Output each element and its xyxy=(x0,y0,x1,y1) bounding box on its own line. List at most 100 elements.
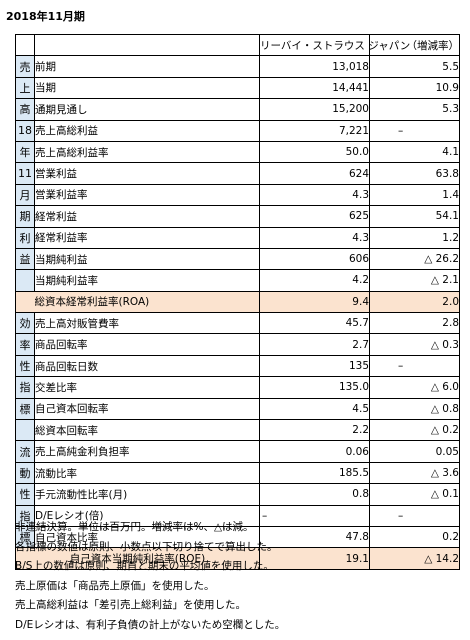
table-row: 益 当期純利益 606 △ 26.2 xyxy=(15,247,460,271)
section-char: 高 xyxy=(15,98,35,121)
section-char: 期 xyxy=(15,205,35,228)
table-header-row: リーバイ・ストラウス ジャパン （増減率） xyxy=(15,33,460,57)
section-char: 動 xyxy=(15,461,35,485)
row-change: △ 6.0 xyxy=(369,376,460,399)
table-row: 動 流動比率 185.5 △ 3.6 xyxy=(15,461,460,485)
footnote: 非連結決算。単位は百万円。増減率は%、△は減。 xyxy=(15,521,254,533)
row-change: △ 2.1 xyxy=(369,269,460,292)
row-change: 1.2 xyxy=(369,226,460,249)
table-row: 当期純利益率 4.2 △ 2.1 xyxy=(15,269,460,292)
row-label: D/Eレシオ(倍) xyxy=(34,504,260,527)
row-value: 45.7 xyxy=(259,312,370,335)
section-char: 売 xyxy=(15,55,35,78)
row-change: 10.9 xyxy=(369,76,460,100)
table-row: 高 通期見通し 15,200 5.3 xyxy=(15,98,460,121)
table-row: 18 売上高総利益 7,221 – xyxy=(15,119,460,142)
row-value: 2.2 xyxy=(259,419,370,442)
header-blank-cell xyxy=(15,33,35,57)
section-char: 流 xyxy=(15,440,35,463)
section-char: 率 xyxy=(15,333,35,356)
footnote: B/S上の数値は原則、期首と期末の平均値を使用した。 xyxy=(15,560,274,572)
section-char: 性 xyxy=(15,354,35,378)
section-char: 益 xyxy=(15,247,35,271)
section-char: 利 xyxy=(15,226,35,249)
roa-blank-cell xyxy=(15,290,35,314)
row-value: 14,441 xyxy=(259,76,370,100)
row-label: 当期 xyxy=(34,76,260,100)
row-value: 624 xyxy=(259,162,370,185)
table-row: 指 交差比率 135.0 △ 6.0 xyxy=(15,376,460,399)
row-value: 185.5 xyxy=(259,461,370,485)
row-change: – xyxy=(369,119,460,142)
section-char: 効 xyxy=(15,312,35,335)
row-value: 4.3 xyxy=(259,226,370,249)
roe-value: 19.1 xyxy=(259,547,370,570)
table-row: 性 商品回転日数 135 – xyxy=(15,354,460,378)
row-change: △ 0.2 xyxy=(369,419,460,442)
roa-value: 9.4 xyxy=(259,290,370,314)
row-value: 135.0 xyxy=(259,376,370,399)
row-value: 50.0 xyxy=(259,140,370,164)
row-value: 625 xyxy=(259,205,370,228)
header-label-cell xyxy=(34,33,260,57)
row-value: 4.3 xyxy=(259,183,370,207)
row-label: 当期純利益率 xyxy=(34,269,260,292)
table-row: 年 売上高総利益率 50.0 4.1 xyxy=(15,140,460,164)
row-change: 54.1 xyxy=(369,205,460,228)
row-label: 商品回転日数 xyxy=(34,354,260,378)
table-row: 11 営業利益 624 63.8 xyxy=(15,162,460,185)
row-change: 63.8 xyxy=(369,162,460,185)
row-change: 0.05 xyxy=(369,440,460,463)
table-row: 月 営業利益率 4.3 1.4 xyxy=(15,183,460,207)
table-row: 期 経常利益 625 54.1 xyxy=(15,205,460,228)
table-row: 上 当期 14,441 10.9 xyxy=(15,76,460,100)
row-change: 2.8 xyxy=(369,312,460,335)
section-char: 指 xyxy=(15,504,35,527)
row-label: 交差比率 xyxy=(34,376,260,399)
section-char: 年 xyxy=(15,140,35,164)
row-value: 0.06 xyxy=(259,440,370,463)
financial-table: リーバイ・ストラウス ジャパン （増減率） 売 前期 13,018 5.5 上 … xyxy=(15,33,460,570)
section-char: 標 xyxy=(15,397,35,421)
table-row: 利 経常利益率 4.3 1.2 xyxy=(15,226,460,249)
row-change: – xyxy=(369,504,460,527)
footnote: D/Eレシオは、有利子負債の計上がないため空欄とした。 xyxy=(15,618,286,631)
row-change: △ 0.3 xyxy=(369,333,460,356)
section-char: 標 xyxy=(15,525,35,549)
roa-change: 2.0 xyxy=(369,290,460,314)
row-label: 前期 xyxy=(34,55,260,78)
row-label: 経常利益 xyxy=(34,205,260,228)
row-label: 売上高対販管費率 xyxy=(34,312,260,335)
table-row: 総資本回転率 2.2 △ 0.2 xyxy=(15,419,460,442)
row-label: 当期純利益 xyxy=(34,247,260,271)
table-row: 率 商品回転率 2.7 △ 0.3 xyxy=(15,333,460,356)
row-label: 手元流動性比率(月) xyxy=(34,483,260,506)
row-change: △ 0.1 xyxy=(369,483,460,506)
section-char xyxy=(15,419,35,442)
section-char: 性 xyxy=(15,483,35,506)
section-char: 11 xyxy=(15,162,35,185)
row-value: 4.5 xyxy=(259,397,370,421)
row-label: 自己資本回転率 xyxy=(34,397,260,421)
row-label: 売上高総利益率 xyxy=(34,140,260,164)
section-char: 上 xyxy=(15,76,35,100)
footnote: 各指標の数値は原則、小数点以下切り捨てで算出した。 xyxy=(15,540,278,553)
table-row: 売 前期 13,018 5.5 xyxy=(15,55,460,78)
roa-label: 総資本経常利益率(ROA) xyxy=(34,290,260,314)
row-value: 7,221 xyxy=(259,119,370,142)
roe-change: △ 14.2 xyxy=(369,547,460,570)
section-char xyxy=(15,269,35,292)
footnote: 売上高総利益は「差引売上総利益」を使用した。 xyxy=(15,599,246,611)
section-char: 指 xyxy=(15,376,35,399)
table-row: 性 手元流動性比率(月) 0.8 △ 0.1 xyxy=(15,483,460,506)
fiscal-period-title: 2018年11月期 xyxy=(6,10,85,23)
row-change: – xyxy=(369,354,460,378)
roe-row: 自己資本当期純利益率(ROE) 19.1 △ 14.2 xyxy=(15,547,460,570)
footnotes: 非連結決算。単位は百万円。増減率は%、△は減。 各指標の数値は原則、小数点以下切… xyxy=(15,518,285,635)
row-change: 4.1 xyxy=(369,140,460,164)
table-row: 流 売上高純金利負担率 0.06 0.05 xyxy=(15,440,460,463)
row-label: 営業利益 xyxy=(34,162,260,185)
row-value: 15,200 xyxy=(259,98,370,121)
row-label: 経常利益率 xyxy=(34,226,260,249)
row-label: 売上高総利益 xyxy=(34,119,260,142)
